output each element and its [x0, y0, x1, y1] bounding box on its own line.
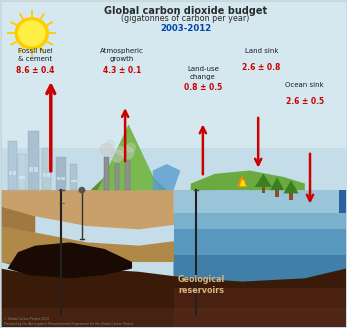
- FancyBboxPatch shape: [47, 173, 50, 177]
- Polygon shape: [153, 164, 180, 190]
- Polygon shape: [1, 308, 346, 327]
- FancyBboxPatch shape: [9, 171, 12, 175]
- Polygon shape: [1, 269, 346, 327]
- Polygon shape: [174, 262, 346, 288]
- Polygon shape: [191, 171, 305, 190]
- FancyBboxPatch shape: [56, 157, 66, 190]
- Circle shape: [15, 18, 48, 49]
- Text: Fossil fuel
& cement: Fossil fuel & cement: [18, 48, 53, 62]
- Polygon shape: [174, 213, 346, 288]
- Circle shape: [121, 147, 134, 158]
- Text: Ocean sink: Ocean sink: [286, 82, 324, 88]
- FancyBboxPatch shape: [57, 177, 60, 180]
- Text: 0.8 ± 0.5: 0.8 ± 0.5: [184, 83, 222, 92]
- Polygon shape: [240, 179, 246, 186]
- Polygon shape: [174, 213, 346, 229]
- Polygon shape: [1, 190, 215, 229]
- Polygon shape: [237, 174, 248, 187]
- Text: (gigatonnes of carbon per year): (gigatonnes of carbon per year): [121, 14, 250, 23]
- Text: Land-use
change: Land-use change: [187, 66, 219, 79]
- FancyBboxPatch shape: [43, 173, 46, 177]
- Polygon shape: [174, 190, 346, 226]
- Polygon shape: [270, 177, 284, 190]
- FancyBboxPatch shape: [74, 180, 77, 182]
- FancyBboxPatch shape: [22, 176, 25, 179]
- Polygon shape: [262, 187, 265, 194]
- FancyBboxPatch shape: [34, 167, 38, 173]
- Polygon shape: [91, 125, 167, 190]
- Polygon shape: [1, 226, 215, 262]
- Circle shape: [116, 147, 125, 155]
- Text: 2.6 ± 0.8: 2.6 ± 0.8: [243, 63, 281, 72]
- Polygon shape: [289, 194, 293, 200]
- FancyBboxPatch shape: [13, 171, 16, 175]
- Text: Land sink: Land sink: [245, 48, 278, 54]
- Polygon shape: [174, 281, 346, 288]
- Text: © Global Carbon Project 2013: © Global Carbon Project 2013: [4, 317, 49, 321]
- Polygon shape: [98, 125, 160, 190]
- Circle shape: [105, 140, 115, 149]
- Text: Provided by the Atmospheric Measurements Programme for the Global Carbon Project: Provided by the Atmospheric Measurements…: [4, 322, 133, 326]
- FancyBboxPatch shape: [61, 177, 65, 180]
- FancyBboxPatch shape: [71, 180, 74, 182]
- Polygon shape: [174, 256, 346, 281]
- FancyBboxPatch shape: [18, 154, 26, 190]
- Text: 2.6 ± 0.5: 2.6 ± 0.5: [286, 97, 324, 106]
- Polygon shape: [8, 242, 132, 278]
- Polygon shape: [276, 190, 279, 197]
- Text: Geological
reservoirs: Geological reservoirs: [178, 275, 225, 295]
- Circle shape: [111, 150, 123, 162]
- FancyBboxPatch shape: [29, 167, 33, 173]
- Polygon shape: [1, 1, 346, 148]
- FancyBboxPatch shape: [42, 148, 51, 190]
- Circle shape: [100, 143, 113, 155]
- Text: Atmospheric
growth: Atmospheric growth: [100, 48, 144, 62]
- Polygon shape: [255, 174, 272, 187]
- FancyBboxPatch shape: [28, 131, 39, 190]
- Polygon shape: [1, 206, 35, 272]
- FancyBboxPatch shape: [115, 164, 119, 190]
- Polygon shape: [283, 180, 299, 194]
- Text: Global carbon dioxide budget: Global carbon dioxide budget: [104, 6, 267, 16]
- FancyBboxPatch shape: [104, 157, 109, 190]
- Circle shape: [79, 188, 85, 193]
- FancyBboxPatch shape: [8, 141, 17, 190]
- Text: 2003-2012: 2003-2012: [160, 24, 211, 32]
- Circle shape: [126, 143, 135, 152]
- Circle shape: [19, 21, 45, 46]
- Polygon shape: [174, 229, 346, 256]
- Text: 8.6 ± 0.4: 8.6 ± 0.4: [16, 66, 54, 75]
- FancyBboxPatch shape: [19, 176, 22, 179]
- Text: 4.3 ± 0.1: 4.3 ± 0.1: [102, 66, 141, 75]
- FancyBboxPatch shape: [125, 161, 130, 190]
- FancyBboxPatch shape: [70, 164, 77, 190]
- Polygon shape: [339, 190, 346, 288]
- Polygon shape: [174, 288, 346, 327]
